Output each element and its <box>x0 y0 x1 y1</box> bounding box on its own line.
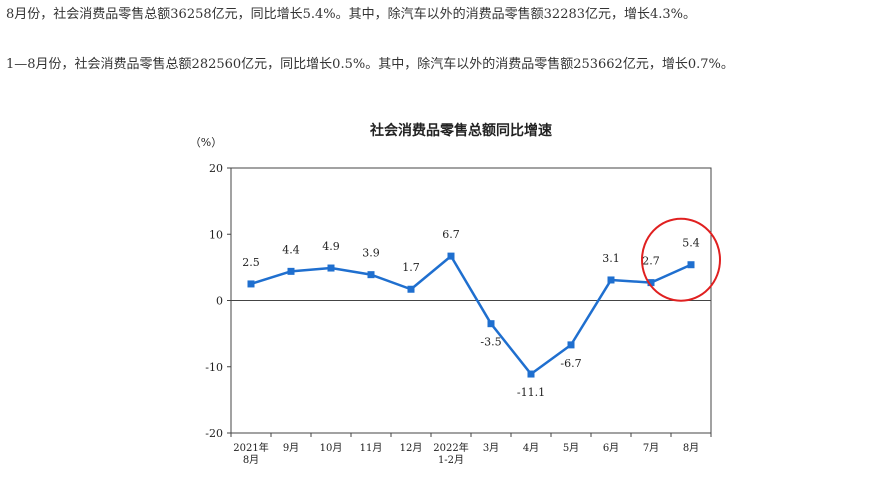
x-tick-label: 2021年 <box>233 441 268 454</box>
chart-title: 社会消费品零售总额同比增速 <box>369 122 552 139</box>
x-tick-label: 1-2月 <box>438 454 464 466</box>
x-tick-label: 8月 <box>243 454 259 466</box>
data-point <box>327 264 335 272</box>
paragraph-august: 8月份，社会消费品零售总额36258亿元，同比增长5.4%。其中，除汽车以外的消… <box>6 7 697 22</box>
data-point <box>567 341 575 349</box>
x-tick-label: 9月 <box>283 442 299 454</box>
x-tick-label: 12月 <box>400 442 423 454</box>
data-point <box>447 252 455 260</box>
y-tick-label: 0 <box>216 295 223 308</box>
series-line <box>250 254 692 376</box>
x-tick-label: 4月 <box>523 442 539 454</box>
x-tick-label: 8月 <box>683 442 699 454</box>
data-label: 2.5 <box>242 256 260 269</box>
data-label: 4.4 <box>282 243 300 256</box>
data-label: 4.9 <box>322 240 340 253</box>
data-label: 1.7 <box>402 261 420 274</box>
data-label: -3.5 <box>480 336 501 349</box>
x-tick-label: 2022年 <box>433 441 468 454</box>
data-point <box>527 370 535 378</box>
x-tick-label: 6月 <box>603 442 619 454</box>
y-tick-label: 10 <box>209 228 223 241</box>
data-label: 3.1 <box>602 252 620 265</box>
data-label: 2.7 <box>642 255 660 268</box>
data-label: 6.7 <box>442 228 460 241</box>
data-label: -11.1 <box>517 386 545 399</box>
data-point <box>647 279 655 287</box>
data-point <box>287 267 295 275</box>
data-point <box>367 271 375 279</box>
y-tick-label: 20 <box>209 162 223 175</box>
data-point <box>687 261 695 269</box>
y-tick-label: -10 <box>205 361 223 374</box>
data-label: 3.9 <box>362 247 380 260</box>
x-tick-label: 7月 <box>643 442 659 454</box>
data-point <box>407 285 415 293</box>
data-label: -6.7 <box>560 357 581 370</box>
y-axis-unit-label: （%） <box>190 136 222 149</box>
data-point <box>607 276 615 284</box>
x-tick-label: 11月 <box>360 442 383 454</box>
x-tick-label: 3月 <box>483 442 499 454</box>
x-tick-label: 5月 <box>563 442 579 454</box>
data-point <box>487 320 495 328</box>
paragraph-jan-aug: 1—8月份，社会消费品零售总额282560亿元，同比增长0.5%。其中，除汽车以… <box>6 57 734 72</box>
data-point <box>247 280 255 288</box>
y-tick-label: -20 <box>205 427 223 440</box>
data-label: 5.4 <box>682 237 700 250</box>
x-tick-label: 10月 <box>320 442 343 454</box>
highlight-circle <box>641 217 721 302</box>
